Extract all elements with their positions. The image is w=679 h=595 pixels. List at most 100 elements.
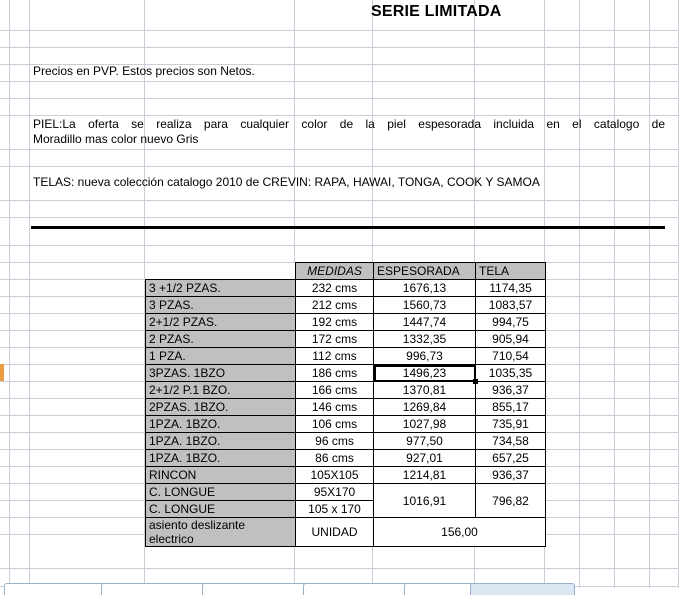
cell-medidas[interactable]: 212 cms: [295, 296, 374, 314]
fill-handle[interactable]: [473, 379, 478, 384]
table-row[interactable]: 1PZA. 1BZO. 106 cms 1027,98 735,91: [145, 415, 546, 433]
cell-espesorada[interactable]: 977,50: [373, 432, 476, 450]
cell-medidas[interactable]: 96 cms: [295, 432, 374, 450]
cell-tela-merged[interactable]: 796,82: [475, 483, 546, 518]
table-row[interactable]: 2+1/2 PZAS. 192 cms 1447,74 994,75: [145, 313, 546, 331]
cell-label[interactable]: 1PZA. 1BZO.: [145, 449, 296, 467]
cell-medidas[interactable]: 86 cms: [295, 449, 374, 467]
cell-espesorada[interactable]: 1269,84: [373, 398, 476, 416]
gridline-horizontal: [0, 398, 145, 399]
cell-espesorada[interactable]: 1027,98: [373, 415, 476, 433]
cell-medidas[interactable]: 112 cms: [295, 347, 374, 365]
table-row[interactable]: 3 +1/2 PZAS. 232 cms 1676,13 1174,35: [145, 279, 546, 297]
cell-medidas[interactable]: 192 cms: [295, 313, 374, 331]
cell-medidas[interactable]: UNIDAD: [295, 517, 374, 547]
cell-label[interactable]: 2+1/2 PZAS.: [145, 313, 296, 331]
cell-label[interactable]: 2+1/2 P.1 BZO.: [145, 381, 296, 399]
table-row[interactable]: 3 PZAS. 212 cms 1560,73 1083,57: [145, 296, 546, 314]
cell-espesorada[interactable]: 1560,73: [373, 296, 476, 314]
cell-label[interactable]: 3 PZAS.: [145, 296, 296, 314]
cell-espesorada[interactable]: 1332,35: [373, 330, 476, 348]
cell-label[interactable]: 1PZA. 1BZO.: [145, 432, 296, 450]
cell-label[interactable]: 2 PZAS.: [145, 330, 296, 348]
price-table[interactable]: MEDIDAS ESPESORADA TELA 3 +1/2 PZAS. 232…: [145, 262, 546, 547]
cell-tela[interactable]: 1035,35: [475, 364, 546, 382]
cell-medidas[interactable]: 232 cms: [295, 279, 374, 297]
cell-espesorada[interactable]: 1370,81: [373, 381, 476, 399]
cell-tela[interactable]: 734,58: [475, 432, 546, 450]
cell-tela[interactable]: 905,94: [475, 330, 546, 348]
table-row[interactable]: 2+1/2 P.1 BZO. 166 cms 1370,81 936,37: [145, 381, 546, 399]
cell-tela[interactable]: 657,25: [475, 449, 546, 467]
header-cell-tela[interactable]: TELA: [475, 262, 546, 280]
cell-espesorada[interactable]: 996,73: [373, 347, 476, 365]
gridline-horizontal: [545, 415, 679, 416]
sheet-tab-3[interactable]: [202, 583, 307, 595]
table-row[interactable]: 1PZA. 1BZO. 86 cms 927,01 657,25: [145, 449, 546, 467]
gridline-horizontal: [545, 534, 679, 535]
cell-medidas[interactable]: 106 cms: [295, 415, 374, 433]
header-cell-label[interactable]: [145, 262, 296, 280]
cell-tela[interactable]: 936,37: [475, 381, 546, 399]
cell-medidas[interactable]: 172 cms: [295, 330, 374, 348]
gridline-horizontal: [545, 483, 679, 484]
gridline-horizontal: [0, 245, 679, 246]
selected-row-marker: [0, 364, 4, 381]
price-table-body: 3 +1/2 PZAS. 232 cms 1676,13 1174,35 3 P…: [145, 279, 546, 547]
cell-label[interactable]: asiento deslizante electrico: [145, 517, 296, 547]
cell-medidas[interactable]: 95X170: [295, 483, 374, 501]
sheet-tab-strip[interactable]: [0, 583, 679, 595]
gridline-horizontal: [0, 517, 145, 518]
header-cell-espesorada[interactable]: ESPESORADA: [373, 262, 476, 280]
cell-unit-price[interactable]: 156,00: [373, 517, 546, 547]
cell-tela[interactable]: 1083,57: [475, 296, 546, 314]
table-row[interactable]: 2PZAS. 1BZO. 146 cms 1269,84 855,17: [145, 398, 546, 416]
table-row[interactable]: RINCON 105X105 1214,81 936,37: [145, 466, 546, 484]
cell-espesorada[interactable]: 1676,13: [373, 279, 476, 297]
table-row[interactable]: 2 PZAS. 172 cms 1332,35 905,94: [145, 330, 546, 348]
table-header-row: MEDIDAS ESPESORADA TELA: [145, 262, 546, 280]
table-row[interactable]: 1 PZA. 112 cms 996,73 710,54: [145, 347, 546, 365]
cell-label[interactable]: 1 PZA.: [145, 347, 296, 365]
cell-medidas[interactable]: 146 cms: [295, 398, 374, 416]
table-row[interactable]: C. LONGUE 95X170 1016,91 796,82: [145, 483, 546, 518]
gridline-horizontal: [545, 381, 679, 382]
cell-espesorada-merged[interactable]: 1016,91: [373, 483, 476, 518]
cell-espesorada-selected[interactable]: 1496,23: [373, 364, 478, 384]
cell-medidas[interactable]: 186 cms: [295, 364, 374, 382]
gridline-horizontal: [545, 500, 679, 501]
cell-tela[interactable]: 994,75: [475, 313, 546, 331]
cell-tela[interactable]: 710,54: [475, 347, 546, 365]
header-cell-medidas[interactable]: MEDIDAS: [295, 262, 374, 280]
cell-label[interactable]: C. LONGUE: [145, 483, 296, 501]
cell-medidas[interactable]: 105 x 170: [295, 500, 374, 518]
sheet-tab-2[interactable]: [101, 583, 206, 595]
table-row[interactable]: 1PZA. 1BZO. 96 cms 977,50 734,58: [145, 432, 546, 450]
gridline-horizontal: [545, 364, 679, 365]
cell-espesorada[interactable]: 1214,81: [373, 466, 476, 484]
cell-label[interactable]: 3 +1/2 PZAS.: [145, 279, 296, 297]
cell-medidas[interactable]: 105X105: [295, 466, 374, 484]
gridline-vertical: [9, 0, 10, 588]
sheet-tab-4[interactable]: [303, 583, 408, 595]
gridline-horizontal: [0, 381, 145, 382]
cell-espesorada[interactable]: 927,01: [373, 449, 476, 467]
table-row-selected[interactable]: 3PZAS. 1BZO 186 cms 1496,23 1035,35: [145, 364, 546, 384]
cell-tela[interactable]: 1174,35: [475, 279, 546, 297]
cell-espesorada[interactable]: 1447,74: [373, 313, 476, 331]
cell-tela[interactable]: 735,91: [475, 415, 546, 433]
cell-label[interactable]: 1PZA. 1BZO.: [145, 415, 296, 433]
sheet-tab-1[interactable]: [4, 583, 109, 595]
gridline-horizontal: [0, 30, 679, 31]
cell-tela[interactable]: 855,17: [475, 398, 546, 416]
sheet-tab-6[interactable]: [470, 583, 575, 595]
cell-label[interactable]: RINCON: [145, 466, 296, 484]
cell-label[interactable]: C. LONGUE: [145, 500, 296, 518]
cell-label[interactable]: 3PZAS. 1BZO: [145, 364, 296, 382]
table-row[interactable]: asiento deslizante electrico UNIDAD 156,…: [145, 517, 546, 547]
cell-medidas[interactable]: 166 cms: [295, 381, 374, 399]
cell-label[interactable]: 2PZAS. 1BZO.: [145, 398, 296, 416]
cell-tela[interactable]: 936,37: [475, 466, 546, 484]
page-title: SERIE LIMITADA: [371, 3, 502, 20]
